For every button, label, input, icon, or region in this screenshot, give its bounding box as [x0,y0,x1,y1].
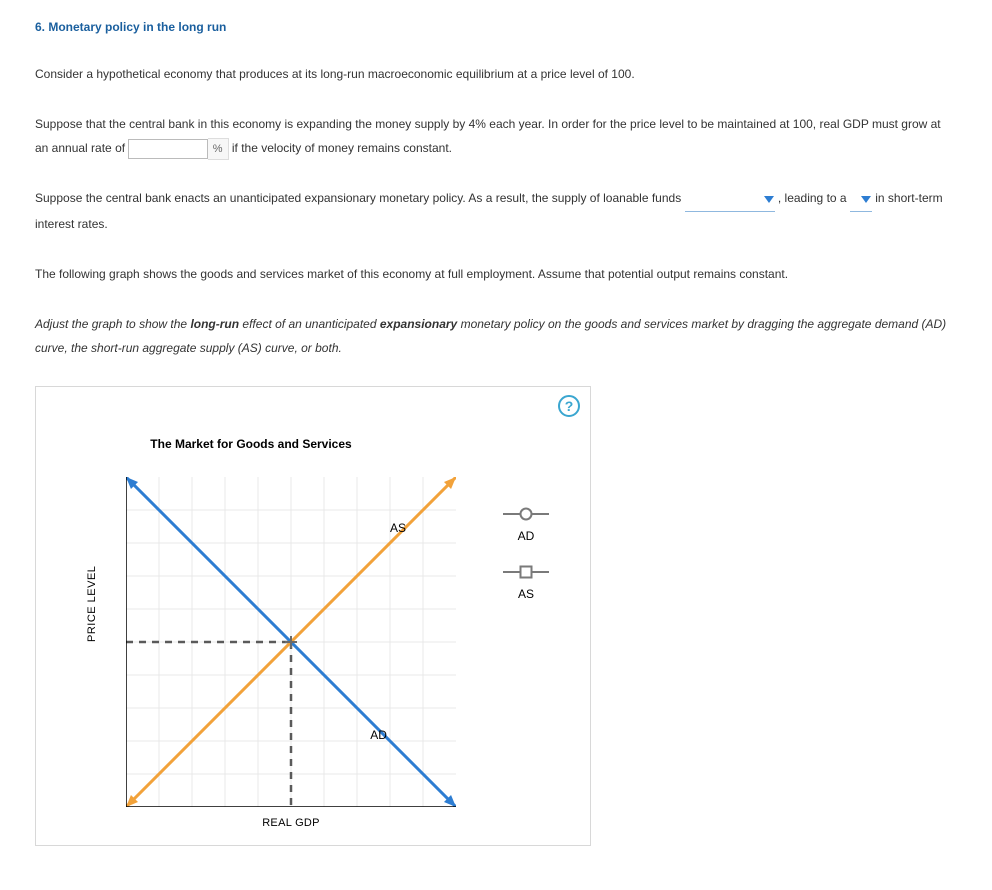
dd-text-1: Suppose the central bank enacts an unant… [35,191,685,205]
legend-ad-label: AD [476,529,576,543]
graph-card: ? The Market for Goods and Services PRIC… [35,386,591,846]
legend-ad-handle[interactable]: AD [476,507,576,543]
ad-curve-label: AD [370,728,387,742]
rate-text-after: if the velocity of money remains constan… [232,141,452,155]
loanable-funds-dropdown[interactable] [685,186,775,212]
as-curve-label: AS [390,521,406,535]
legend-as-label: AS [476,587,576,601]
interest-rate-dropdown[interactable] [850,186,872,212]
chart-title: The Market for Goods and Services [36,437,466,451]
instr-a: Adjust the graph to show the [35,317,190,331]
chart-plot-area[interactable]: AS AD [126,477,456,807]
chevron-down-icon [763,194,775,204]
ad-handle-icon [476,507,576,521]
help-button[interactable]: ? [558,395,580,417]
x-axis-label: REAL GDP [126,817,456,829]
instr-c: effect of an unanticipated [239,317,380,331]
graph-intro-paragraph: The following graph shows the goods and … [35,262,957,286]
legend-as-handle[interactable]: AS [476,565,576,601]
gdp-rate-input[interactable] [128,139,208,159]
chevron-down-icon [860,194,872,204]
dd-text-2: , leading to a [775,191,850,205]
rate-paragraph: Suppose that the central bank in this ec… [35,112,957,160]
chart-legend: AD AS [476,507,576,623]
as-handle-icon [476,565,576,579]
instr-d: expansionary [380,317,457,331]
instruction-paragraph: Adjust the graph to show the long-run ef… [35,312,957,360]
percent-adornment: % [208,138,229,160]
dropdown-paragraph: Suppose the central bank enacts an unant… [35,186,957,236]
instr-b: long-run [190,317,239,331]
question-heading: 6. Monetary policy in the long run [35,20,957,34]
y-axis-label: PRICE LEVEL [86,566,98,642]
intro-paragraph: Consider a hypothetical economy that pro… [35,62,957,86]
